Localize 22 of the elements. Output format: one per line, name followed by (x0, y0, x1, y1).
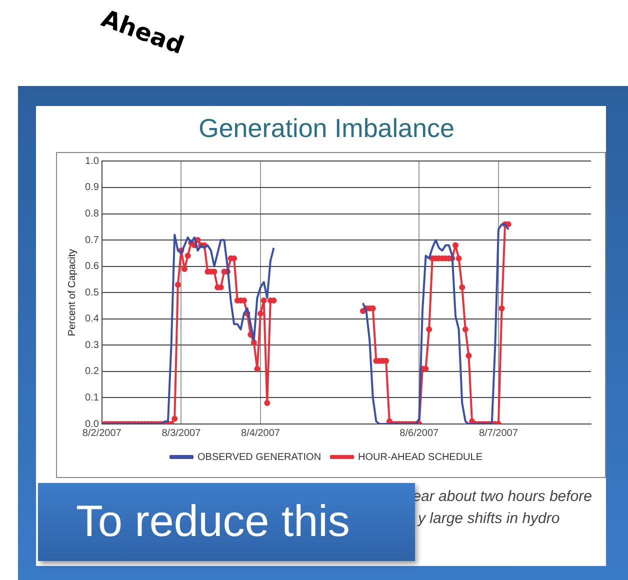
x-tick-label: 8/3/2007 (162, 428, 202, 439)
x-tick-label: 8/6/2007 (400, 428, 440, 439)
y-tick-label: 0.5 (84, 287, 100, 298)
y-tick-label: 0.6 (84, 261, 100, 272)
x-tick-label: 8/7/2007 (479, 428, 518, 439)
y-axis-title: Percent of Capacity (66, 248, 78, 336)
y-tick-label: 0.9 (84, 182, 100, 194)
y-tick-label: 0.3 (84, 340, 100, 351)
y-tick-label: 0.1 (84, 392, 100, 404)
chart-title: Generation Imbalance (198, 112, 454, 143)
y-tick-label: 1.0 (84, 156, 100, 167)
legend-label: OBSERVED GENERATION (197, 452, 322, 463)
y-tick-label: 0.4 (84, 314, 100, 325)
y-tick-label: 0.0 (84, 418, 100, 430)
y-tick-label: 0.8 (84, 208, 100, 220)
text: y large shifts in hydro (418, 510, 560, 527)
x-tick-label: 8/2/2007 (82, 428, 122, 439)
y-tick-label: 0.7 (84, 234, 100, 246)
legend-label: HOUR-AHEAD SCHEDULE (358, 452, 483, 463)
x-tick-label: 8/4/2007 (241, 428, 280, 439)
y-tick-label: 0.2 (84, 366, 100, 378)
text: To reduce this (76, 497, 350, 546)
